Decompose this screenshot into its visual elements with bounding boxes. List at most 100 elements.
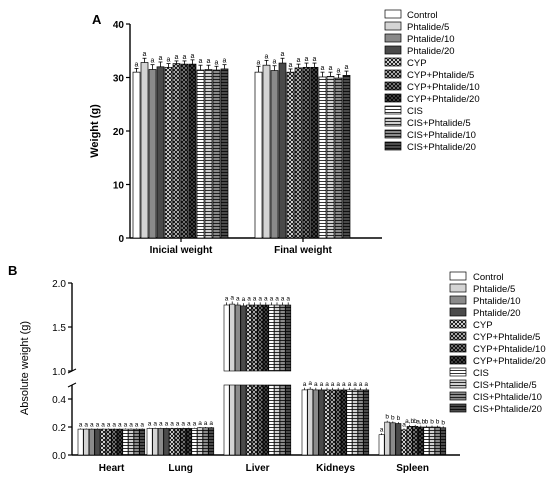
- data-label: a: [314, 381, 318, 388]
- bar: [262, 64, 271, 239]
- y-tick-label: 10: [113, 181, 125, 192]
- legend-label: Phtalide/20: [407, 46, 455, 57]
- bar: [378, 434, 385, 456]
- bar: [302, 66, 311, 239]
- bar: [223, 304, 230, 372]
- bar: [240, 305, 247, 372]
- legend-swatch: [384, 69, 402, 79]
- legend-label: Control: [473, 272, 504, 283]
- data-label: a: [336, 381, 340, 388]
- data-label: a: [165, 421, 169, 428]
- data-label: a: [124, 421, 128, 428]
- bar: [335, 389, 342, 456]
- data-label: a: [270, 295, 274, 302]
- data-label: a: [209, 420, 213, 427]
- data-label: a: [348, 381, 352, 388]
- data-label: a: [187, 421, 191, 428]
- data-label: a: [273, 59, 277, 66]
- bar: [94, 428, 101, 456]
- data-label: a: [135, 61, 139, 68]
- bar: [132, 71, 141, 239]
- y-axis-label: Weight (g): [89, 104, 101, 158]
- bar: [434, 426, 441, 456]
- data-label: b: [425, 419, 429, 426]
- legend-swatch: [384, 57, 402, 67]
- legend-swatch: [449, 367, 467, 377]
- bar: [116, 428, 123, 456]
- bar: [202, 427, 209, 456]
- data-label: b: [441, 419, 445, 426]
- bar: [212, 69, 221, 239]
- bar: [164, 66, 173, 239]
- y-tick-label: 1.0: [52, 367, 66, 378]
- data-label: a: [402, 421, 406, 428]
- legend-swatch: [449, 319, 467, 329]
- bar: [262, 384, 269, 456]
- data-label: a: [275, 295, 279, 302]
- bar: [342, 75, 351, 239]
- x-tick-label: Spleen: [396, 463, 429, 474]
- legend-label: Phtalide/5: [473, 284, 515, 295]
- bar: [307, 388, 314, 456]
- legend-swatch: [384, 129, 402, 139]
- data-label: a: [281, 51, 285, 58]
- legend-swatch: [449, 343, 467, 353]
- data-label: a: [175, 54, 179, 61]
- bar: [310, 66, 319, 239]
- panel-label: B: [8, 263, 17, 278]
- bar: [88, 428, 95, 456]
- legend-label: Phtalide/10: [407, 34, 455, 45]
- data-label: a: [320, 381, 324, 388]
- data-label: a: [265, 53, 269, 60]
- data-label: a: [223, 58, 227, 65]
- legend-label: CYP+Phtalide/20: [407, 94, 480, 105]
- data-label: a: [84, 421, 88, 428]
- data-label: b: [391, 414, 395, 421]
- y-tick-label: 2.0: [52, 279, 66, 290]
- data-label: a: [215, 59, 219, 66]
- bar: [83, 428, 90, 456]
- data-label: a: [342, 381, 346, 388]
- data-label: a: [181, 421, 185, 428]
- bar: [229, 303, 236, 372]
- legend-swatch: [449, 403, 467, 413]
- x-tick-label: Kidneys: [316, 463, 355, 474]
- bar: [152, 428, 159, 456]
- data-label: a: [247, 295, 251, 302]
- legend-label: CIS+Phtalide/10: [473, 392, 542, 403]
- bar: [440, 427, 447, 456]
- data-label: b: [430, 419, 434, 426]
- data-label: a: [107, 421, 111, 428]
- bar: [329, 389, 336, 456]
- legend: ControlPhtalide/5Phtalide/10Phtalide/20C…: [449, 271, 546, 415]
- bar: [346, 389, 353, 456]
- x-tick-label: Final weight: [274, 245, 332, 256]
- legend-label: CYP+Phtalide/20: [473, 356, 546, 367]
- legend-swatch: [449, 307, 467, 317]
- bar: [340, 389, 347, 456]
- x-tick-label: Liver: [246, 463, 270, 474]
- legend-label: CIS: [407, 106, 423, 117]
- data-label: a: [79, 421, 83, 428]
- bar: [268, 304, 275, 372]
- bar: [172, 63, 181, 239]
- data-label: a: [230, 294, 234, 301]
- data-label: a: [380, 426, 384, 433]
- bar: [363, 389, 370, 456]
- legend-label: CIS+Phtalide/20: [473, 404, 542, 415]
- legend-label: Control: [407, 10, 438, 21]
- data-label: a: [207, 58, 211, 65]
- legend-swatch: [384, 81, 402, 91]
- y-tick-label: 0.0: [52, 451, 66, 462]
- data-label: a: [143, 51, 147, 58]
- data-label: a: [204, 420, 208, 427]
- bar: [251, 384, 258, 456]
- bar: [77, 428, 84, 456]
- bar: [180, 63, 189, 239]
- legend-label: CYP+Phtalide/10: [473, 344, 546, 355]
- bar: [204, 69, 213, 239]
- data-label: a: [191, 53, 195, 60]
- bar: [105, 428, 112, 456]
- y-axis-label: Absolute weight (g): [19, 321, 31, 415]
- bar: [140, 62, 149, 239]
